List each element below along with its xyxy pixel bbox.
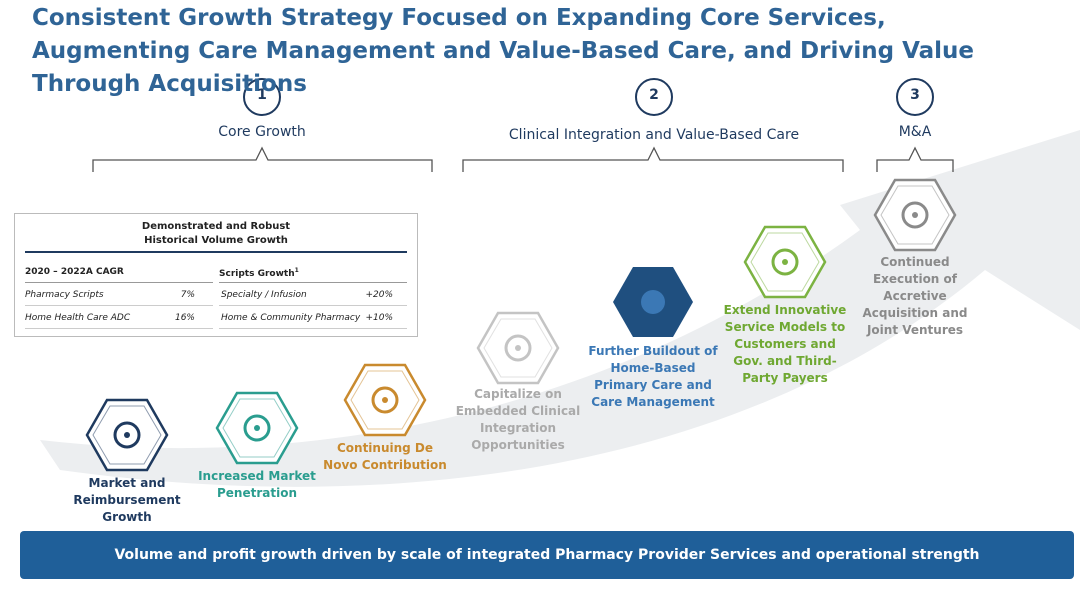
- cell: Pharmacy Scripts: [25, 290, 104, 300]
- initiative-label: Continued Execution of Accretive Acquisi…: [862, 255, 968, 337]
- table-header: Scripts Growth1: [219, 267, 299, 279]
- footnote-mark: 1: [294, 267, 299, 274]
- initiative-label: Market and Reimbursement Growth: [73, 476, 181, 524]
- initiative-label: Continuing De Novo Contribution: [323, 441, 447, 472]
- pillar-number: 1: [257, 87, 267, 103]
- banner: Volume and profit growth driven by scale…: [20, 531, 1074, 579]
- volume-table: Demonstrated and Robust Historical Volum…: [14, 213, 418, 337]
- rule: [219, 328, 407, 329]
- title: Consistent Growth Strategy Focused on Ex…: [32, 5, 975, 97]
- cell: 16%: [174, 313, 195, 323]
- pillar-number: 3: [910, 87, 920, 103]
- hexagon-icon: [85, 398, 169, 472]
- cell: +20%: [365, 290, 393, 300]
- pillar-label: Clinical Integration and Value-Based Car…: [508, 127, 800, 143]
- rule: [25, 251, 407, 253]
- pillar-number: 2: [649, 87, 659, 103]
- hexagon-icon: [743, 225, 827, 299]
- table-header: 2020 – 2022A CAGR: [25, 267, 124, 277]
- initiative-label: Capitalize on Embedded Clinical Integrat…: [455, 387, 581, 452]
- pillar-circles: [243, 78, 934, 116]
- hexagon-icon: [215, 391, 299, 465]
- cell: Home Health Care ADC: [25, 313, 131, 323]
- table-title: Demonstrated and Robust Historical Volum…: [141, 221, 291, 246]
- hexagon-icon: [613, 267, 693, 337]
- hexagon-icon: [343, 363, 427, 437]
- rule: [25, 328, 213, 329]
- hexagon-icon: [873, 178, 957, 252]
- rule: [25, 305, 213, 306]
- hexagons: [85, 178, 957, 472]
- hexagon-icon: [476, 311, 560, 385]
- rule: [219, 282, 407, 283]
- rule: [219, 305, 407, 306]
- cell: 7%: [180, 290, 195, 300]
- header-text: Scripts Growth: [219, 269, 295, 279]
- initiative-label: Increased Market Penetration: [198, 469, 316, 500]
- pillar-label: M&A: [898, 124, 932, 140]
- initiative-label: Extend Innovative Service Models to Cust…: [723, 303, 847, 385]
- cell: +10%: [365, 313, 393, 323]
- pillar-label: Core Growth: [218, 124, 306, 140]
- rule: [25, 282, 213, 283]
- cell: Specialty / Infusion: [221, 290, 307, 300]
- initiative-label: Further Buildout of Home-Based Primary C…: [588, 344, 718, 409]
- cell: Home & Community Pharmacy: [221, 313, 361, 323]
- brackets: [92, 146, 954, 172]
